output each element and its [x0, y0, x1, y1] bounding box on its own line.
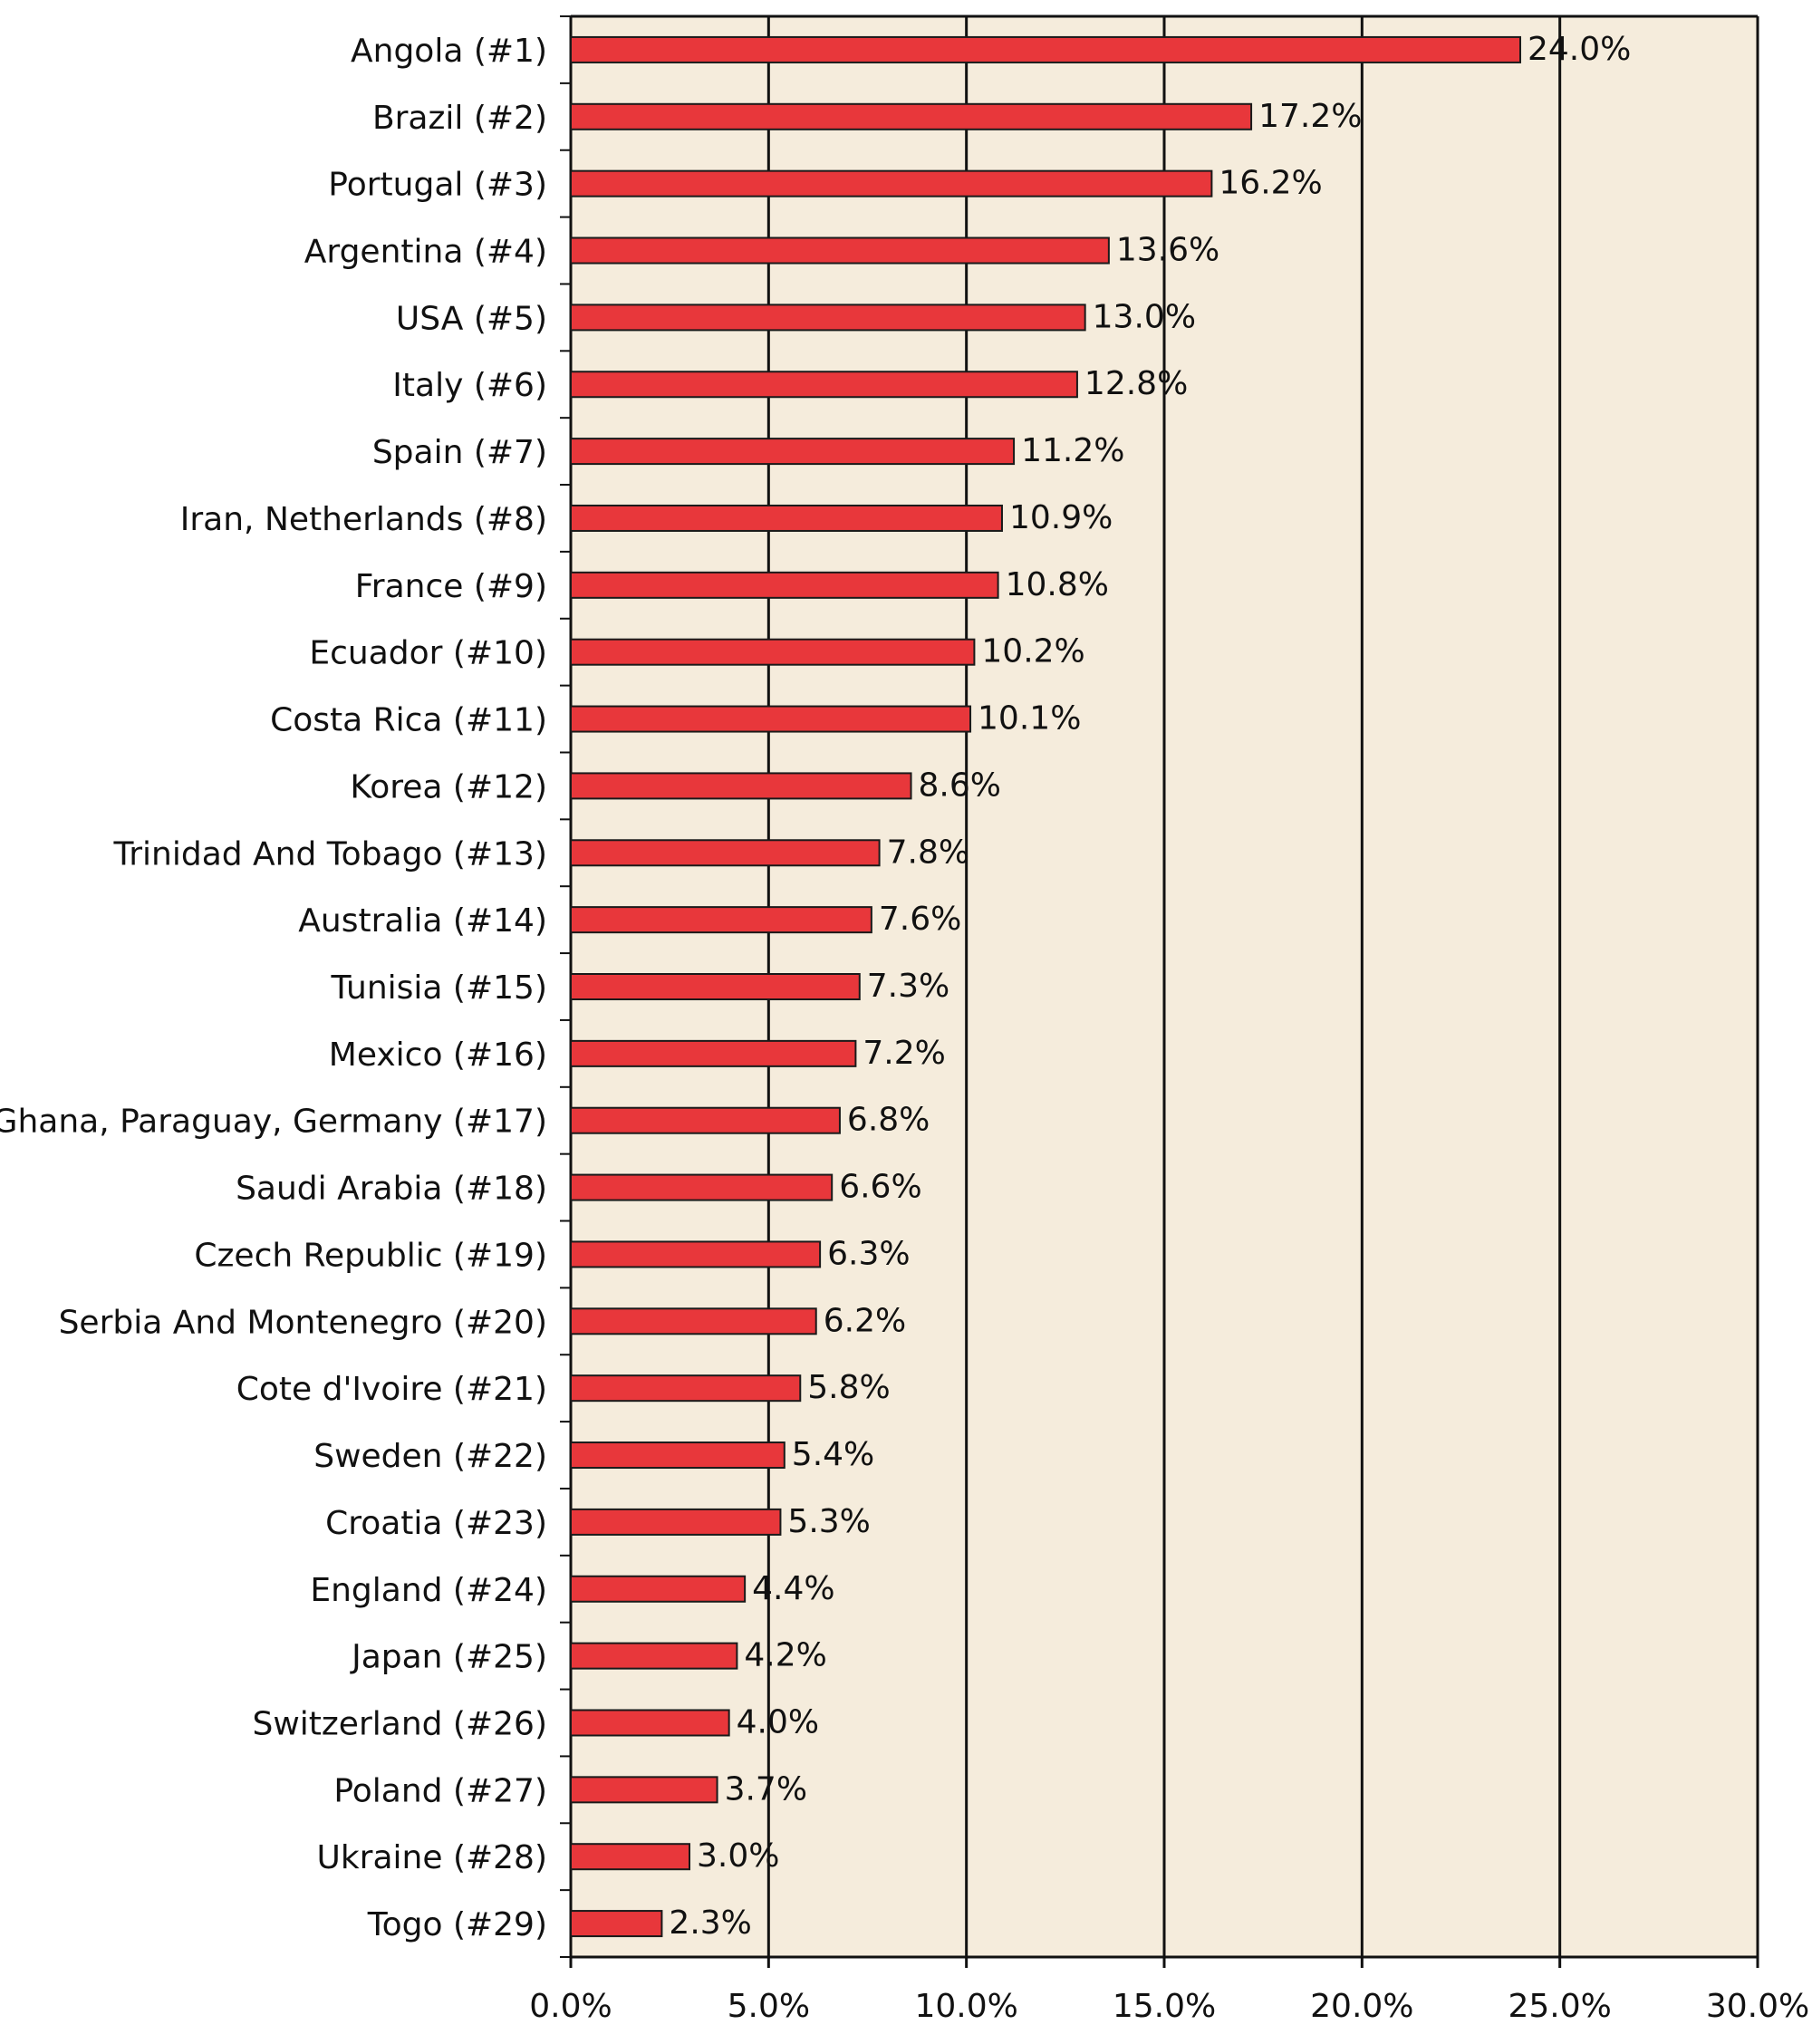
bar-14	[570, 906, 872, 934]
category-label-23: Croatia (#23)	[325, 1505, 547, 1542]
x-tick-label-1: 5.0%	[728, 1988, 810, 2025]
category-label-16: Mexico (#16)	[329, 1036, 547, 1074]
category-label-19: Czech Republic (#19)	[194, 1237, 547, 1274]
bar-4	[570, 236, 1110, 265]
x-tick-label-4: 20.0%	[1310, 1988, 1413, 2025]
bar-10	[570, 638, 976, 666]
value-label-5: 13.0%	[1093, 298, 1196, 335]
bar-2	[570, 102, 1253, 130]
category-label-29: Togo (#29)	[367, 1906, 547, 1943]
category-label-13: Trinidad And Tobago (#13)	[113, 835, 547, 873]
bar-17	[570, 1106, 841, 1134]
value-label-14: 7.6%	[879, 901, 961, 938]
bar-3	[570, 169, 1213, 198]
category-label-7: Spain (#7)	[372, 434, 547, 471]
category-label-27: Poland (#27)	[333, 1772, 547, 1809]
bar-15	[570, 973, 861, 1000]
category-label-21: Cote d'Ivoire (#21)	[236, 1371, 547, 1408]
value-label-25: 4.2%	[744, 1637, 826, 1674]
bar-5	[570, 304, 1086, 332]
bar-7	[570, 438, 1016, 466]
category-label-17: Ghana, Paraguay, Germany (#17)	[0, 1104, 547, 1141]
value-label-10: 10.2%	[981, 633, 1084, 670]
value-label-15: 7.3%	[867, 968, 949, 1005]
category-label-2: Brazil (#2)	[372, 100, 547, 137]
category-label-6: Italy (#6)	[392, 367, 547, 404]
value-label-19: 6.3%	[827, 1235, 910, 1272]
value-label-26: 4.0%	[737, 1703, 819, 1740]
category-label-3: Portugal (#3)	[328, 167, 547, 204]
category-label-22: Sweden (#22)	[313, 1438, 547, 1475]
bar-19	[570, 1240, 822, 1268]
value-label-11: 10.1%	[978, 700, 1081, 738]
category-label-26: Switzerland (#26)	[253, 1705, 548, 1742]
bar-20	[570, 1307, 817, 1335]
category-label-4: Argentina (#4)	[304, 234, 547, 271]
value-label-2: 17.2%	[1258, 98, 1362, 135]
category-label-8: Iran, Netherlands (#8)	[180, 501, 547, 538]
bar-13	[570, 839, 881, 867]
bar-1	[570, 35, 1521, 63]
value-label-1: 24.0%	[1528, 31, 1631, 68]
category-label-1: Angola (#1)	[351, 33, 547, 70]
bar-8	[570, 504, 1003, 532]
value-label-22: 5.4%	[792, 1436, 874, 1473]
category-label-20: Serbia And Montenegro (#20)	[59, 1304, 547, 1341]
value-label-21: 5.8%	[807, 1369, 890, 1406]
value-label-6: 12.8%	[1084, 365, 1188, 402]
bar-26	[570, 1709, 730, 1737]
x-tick-label-6: 30.0%	[1706, 1988, 1809, 2025]
value-label-20: 6.2%	[824, 1302, 906, 1339]
category-label-24: England (#24)	[310, 1572, 547, 1609]
bar-29	[570, 1910, 663, 1938]
bar-6	[570, 371, 1078, 399]
bar-18	[570, 1173, 834, 1201]
category-label-15: Tunisia (#15)	[331, 969, 547, 1007]
category-label-18: Saudi Arabia (#18)	[236, 1171, 547, 1208]
x-tick-label-0: 0.0%	[529, 1988, 612, 2025]
x-tick-label-5: 25.0%	[1508, 1988, 1611, 2025]
value-label-12: 8.6%	[919, 766, 1001, 804]
value-label-24: 4.4%	[752, 1570, 834, 1607]
bar-27	[570, 1776, 718, 1804]
bar-22	[570, 1441, 786, 1470]
bar-16	[570, 1039, 857, 1067]
value-label-29: 2.3%	[669, 1904, 751, 1942]
category-label-5: USA (#5)	[396, 300, 547, 337]
bar-24	[570, 1575, 747, 1603]
bar-9	[570, 571, 999, 599]
category-label-14: Australia (#14)	[298, 902, 547, 940]
category-label-11: Costa Rica (#11)	[270, 702, 547, 739]
bar-11	[570, 705, 972, 733]
value-label-18: 6.6%	[839, 1169, 921, 1206]
category-label-10: Ecuador (#10)	[309, 635, 547, 672]
value-label-13: 7.8%	[887, 834, 969, 871]
value-label-27: 3.7%	[725, 1770, 807, 1808]
value-label-28: 3.0%	[697, 1837, 779, 1875]
bar-12	[570, 772, 912, 800]
category-label-9: France (#9)	[355, 568, 547, 605]
x-tick-label-3: 15.0%	[1113, 1988, 1216, 2025]
value-label-4: 13.6%	[1116, 232, 1219, 269]
value-label-3: 16.2%	[1219, 165, 1322, 202]
value-label-7: 11.2%	[1021, 432, 1124, 469]
category-label-12: Korea (#12)	[350, 768, 547, 805]
category-label-25: Japan (#25)	[350, 1639, 547, 1676]
bar-28	[570, 1843, 690, 1871]
value-label-17: 6.8%	[847, 1102, 930, 1139]
x-tick-label-2: 10.0%	[914, 1988, 1017, 2025]
value-label-8: 10.9%	[1009, 499, 1113, 536]
bar-25	[570, 1642, 738, 1670]
value-label-23: 5.3%	[787, 1503, 870, 1540]
value-label-9: 10.8%	[1006, 566, 1109, 603]
bar-23	[570, 1508, 782, 1536]
bar-21	[570, 1374, 802, 1403]
category-label-28: Ukraine (#28)	[316, 1839, 547, 1876]
value-label-16: 7.2%	[863, 1035, 945, 1072]
